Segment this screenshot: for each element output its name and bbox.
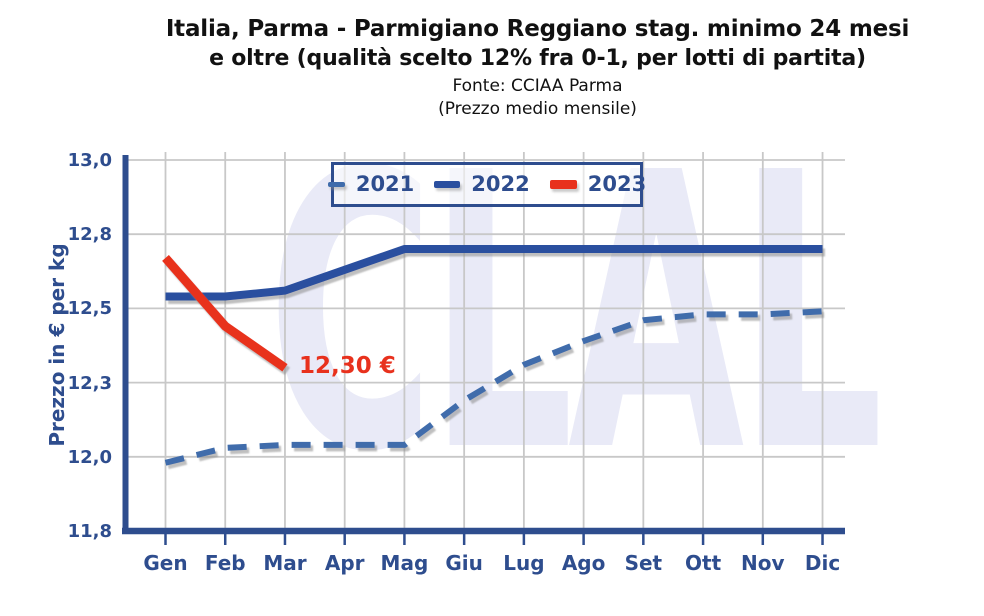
- legend-label-2023: 2023: [587, 172, 647, 196]
- x-tick-label-Feb: Feb: [204, 551, 246, 575]
- x-tick-label-Gen: Gen: [143, 551, 188, 575]
- x-tick-label-Ago: Ago: [561, 551, 606, 575]
- x-tick-label-Nov: Nov: [741, 551, 785, 575]
- y-tick-label-13,0: 13,0: [67, 150, 112, 171]
- y-tick-label-12,8: 12,8: [67, 224, 112, 246]
- x-tick-label-Dic: Dic: [804, 551, 841, 575]
- x-tick-label-Apr: Apr: [324, 551, 365, 575]
- legend-label-2021: 2021: [355, 172, 415, 196]
- series-line-2023: [162, 254, 288, 372]
- legend-item-2023: 2023: [549, 172, 647, 196]
- title-block: Italia, Parma - Parmigiano Reggiano stag…: [95, 14, 980, 121]
- axes: [122, 155, 845, 545]
- series-line-2022: [165, 245, 823, 301]
- legend-swatch-2023-solid-line: [549, 180, 577, 189]
- y-tick-label-12,5: 12,5: [67, 298, 112, 320]
- price-annotation: 12,30 €: [299, 353, 396, 379]
- y-axis-title: Prezzo in € per kg: [45, 243, 69, 447]
- series-lines: [162, 245, 823, 466]
- x-tick-label-Lug: Lug: [503, 551, 545, 575]
- x-tick-label-Set: Set: [624, 551, 663, 575]
- series-line-2021: [164, 308, 823, 466]
- legend-swatch-2021-dashed-line: [327, 182, 345, 187]
- x-tick-label-Mag: Mag: [380, 551, 429, 575]
- x-tick-label-Ott: Ott: [685, 551, 722, 575]
- gridlines: [122, 152, 845, 532]
- legend-item-2022: 2022: [434, 172, 530, 196]
- y-tick-label-12,0: 12,0: [67, 446, 112, 468]
- x-tick-label-Giu: Giu: [445, 551, 483, 575]
- chart-note: (Prezzo medio mensile): [438, 99, 637, 119]
- legend-item-2021: 2021: [327, 172, 415, 196]
- chart-source: Fonte: CCIAA Parma: [452, 76, 623, 96]
- chart-title-line2: e oltre (qualità scelto 12% fra 0-1, per…: [209, 46, 866, 71]
- y-tick-label-12,3: 12,3: [67, 372, 112, 394]
- chart-title-line1: Italia, Parma - Parmigiano Reggiano stag…: [165, 16, 910, 42]
- legend-box: 2021 2022 2023: [327, 162, 647, 207]
- y-tick-label-11,8: 11,8: [67, 521, 112, 542]
- x-tick-label-Mar: Mar: [263, 551, 307, 575]
- legend-swatch-2022-solid-line: [434, 181, 461, 188]
- legend-label-2022: 2022: [471, 172, 530, 196]
